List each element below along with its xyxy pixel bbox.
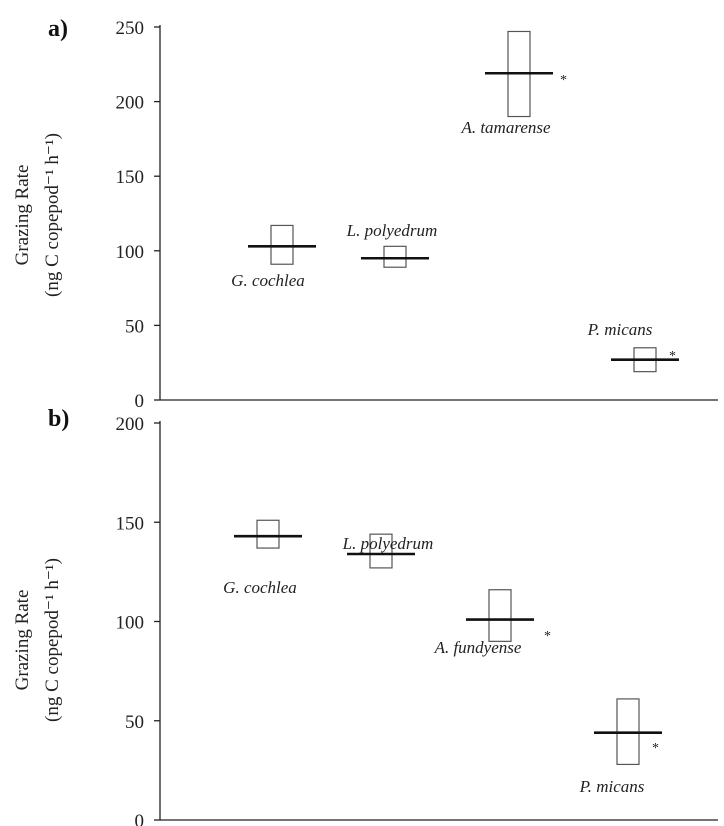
- y-tick-label: 200: [116, 414, 145, 435]
- panel-label: a): [48, 16, 68, 42]
- y-tick-label: 100: [116, 242, 145, 263]
- y-axis-label-units: (ng C copepod⁻¹ h⁻¹): [42, 133, 63, 297]
- significance-marker: *: [652, 741, 659, 756]
- y-axis-label: Grazing Rate: [12, 590, 33, 691]
- category-label: A. fundyense: [434, 638, 522, 657]
- y-axis-label: Grazing Rate: [12, 165, 33, 266]
- category-label: L. polyedrum: [342, 534, 434, 553]
- y-tick-label: 150: [116, 513, 145, 534]
- range-box: [488, 589, 512, 642]
- y-tick-label: 200: [116, 93, 145, 114]
- range-box: [270, 224, 294, 265]
- significance-marker: *: [669, 349, 676, 364]
- significance-marker: *: [560, 73, 567, 88]
- range-box: [256, 519, 280, 549]
- range-box: [383, 245, 407, 268]
- category-label: G. cochlea: [223, 578, 297, 597]
- category-label: G. cochlea: [231, 271, 305, 290]
- category-label: A. tamarense: [460, 118, 551, 137]
- significance-marker: *: [544, 629, 551, 644]
- y-tick-label: 0: [135, 391, 145, 412]
- category-label: P. micans: [579, 777, 645, 796]
- range-box: [369, 533, 393, 569]
- category-label: P. micans: [587, 320, 653, 339]
- panel-label: b): [48, 406, 69, 432]
- y-tick-label: 150: [116, 167, 145, 188]
- y-axis-label-units: (ng C copepod⁻¹ h⁻¹): [42, 558, 63, 722]
- panel-b: b) 0 50 100 150 200 Grazing Rate (ng C copepod⁻…: [12, 406, 718, 826]
- category-label: L. polyedrum: [346, 221, 438, 240]
- y-tick-label: 100: [116, 613, 145, 634]
- y-tick-label: 50: [125, 316, 144, 337]
- panel-a: a) 0 50 100 150 200 250 Grazing Rate (ng C copep…: [12, 16, 718, 412]
- y-tick-label: 250: [116, 18, 145, 39]
- y-tick-label: 0: [135, 811, 145, 826]
- y-tick-label: 50: [125, 712, 144, 733]
